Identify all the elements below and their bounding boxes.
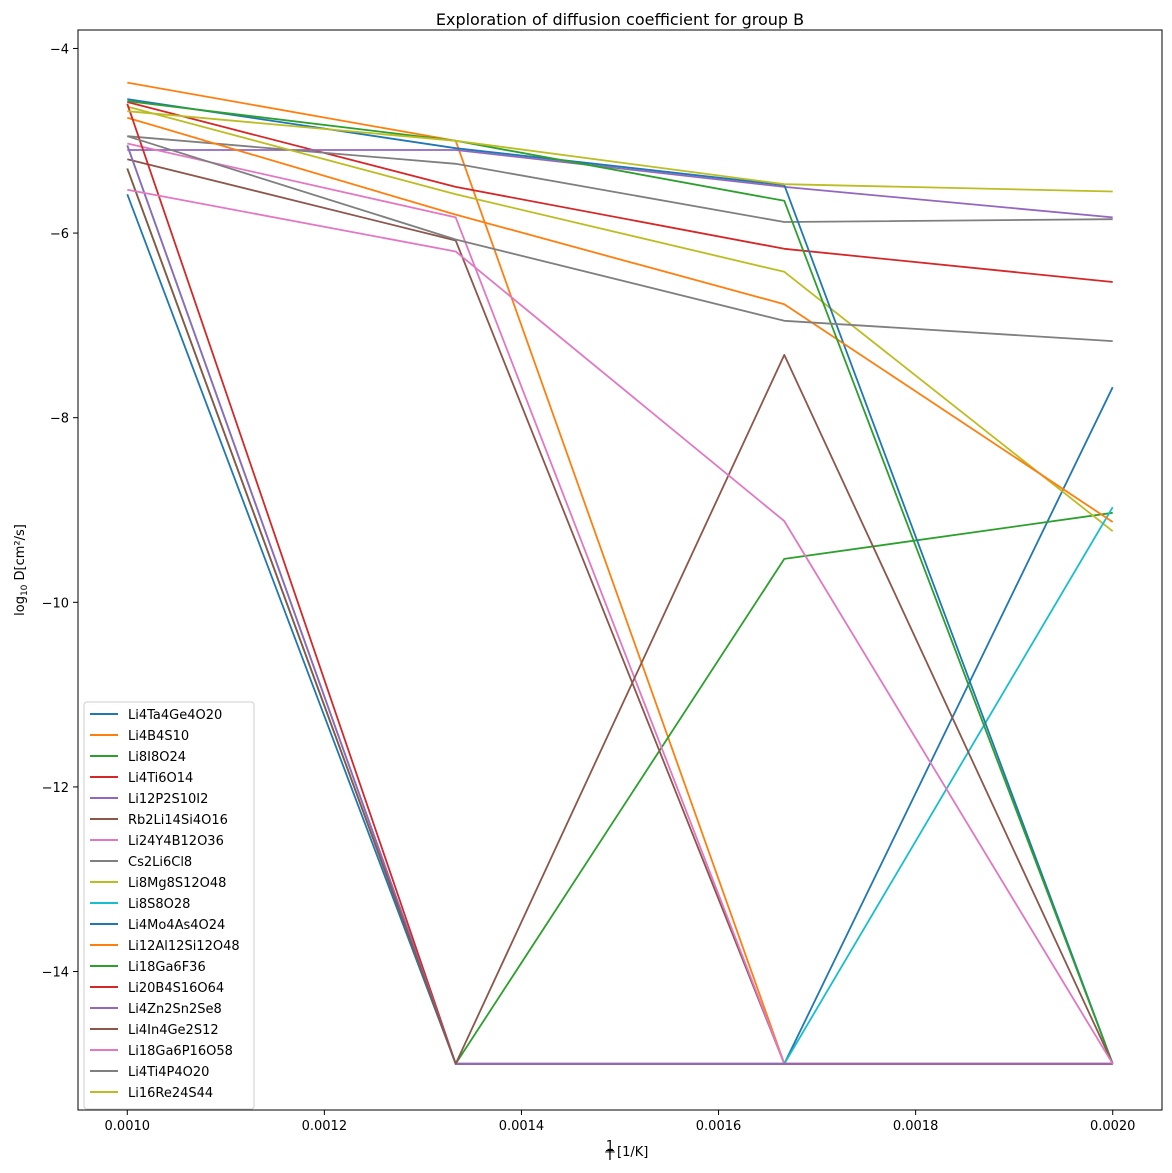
legend-label: Cs2Li6Cl8 [128, 855, 192, 870]
legend-label: Rb2Li14Si4O16 [128, 813, 228, 828]
series-line-Li18Ga6P16O58 [127, 188, 1114, 1065]
plot-lines [126, 81, 1114, 1065]
legend-label: Li4Mo4As4O24 [128, 918, 225, 933]
x-tick-label: 0.0018 [893, 1119, 939, 1134]
legend-label: Li4In4Ge2S12 [128, 1023, 219, 1038]
series-line-Li16Re24S44 [127, 110, 1113, 193]
legend-label: Li18Ga6P16O58 [128, 1044, 233, 1059]
legend-label: Li4Zn2Sn2Se8 [128, 1002, 222, 1017]
y-tick-label: −14 [42, 966, 69, 981]
legend-label: Li4Ta4Ge4O20 [128, 708, 222, 723]
x-tick-label: 0.0010 [105, 1119, 151, 1134]
y-tick-label: −8 [50, 412, 69, 427]
legend-label: Li8Mg8S12O48 [128, 876, 226, 891]
y-tick-label: −12 [42, 781, 69, 796]
legend-label: Li24Y4B12O36 [128, 834, 224, 849]
legend-label: Li4B4S10 [128, 729, 189, 744]
legend: Li4Ta4Ge4O20 Li4B4S10 Li8I8O24 Li4Ti6O14 Li1… [83, 701, 255, 1110]
x-axis-label-numerator: 1 [606, 1139, 614, 1154]
x-tick-label: 0.0014 [499, 1119, 545, 1134]
series-line-Li4In4Ge2S12 [126, 168, 1114, 1065]
legend-label: Li18Ga6F36 [128, 960, 206, 975]
legend-label: Li4Ti6O14 [128, 771, 193, 786]
legend-label: Li4Ti4P4O20 [128, 1065, 209, 1080]
y-tick-label: −10 [42, 596, 69, 611]
series-line-Li4Ti6O14 [127, 101, 1113, 283]
legend-label: Li20B4S16O64 [128, 981, 224, 996]
legend-label: Li16Re24S44 [128, 1086, 213, 1101]
series-line-Li4Zn2Sn2Se8 [126, 145, 1113, 1065]
series-line-Li12Al12Si12O48 [127, 116, 1114, 523]
legend-label: Li12P2S10I2 [128, 792, 208, 807]
x-axis-label: 1 T [1/K] [605, 1139, 648, 1164]
series-line-Li4Mo4As4O24 [127, 98, 1114, 1065]
legend-label: Li8S8O28 [128, 897, 190, 912]
x-tick-label: 0.0016 [696, 1119, 742, 1134]
y-axis-label: log10 D[cm²/s] [13, 524, 30, 616]
y-axis-label-text: log10 D[cm²/s] [13, 524, 30, 616]
x-tick-label: 0.0020 [1090, 1119, 1136, 1134]
legend-label: Li8I8O24 [128, 750, 186, 765]
chart-title: Exploration of diffusion coefficient for… [436, 10, 804, 29]
series-line-Li8Mg8S12O48 [127, 105, 1114, 532]
x-tick-label: 0.0012 [302, 1119, 348, 1134]
series-line-Li4Ti4P4O20 [127, 135, 1113, 342]
plot-frame [77, 29, 1163, 1111]
y-tick-label: −4 [50, 42, 69, 57]
x-axis-label-units: [1/K] [617, 1145, 648, 1160]
y-axis-ticks: −14 −12 −10 −8 −6 −4 [42, 42, 78, 981]
legend-box [83, 701, 255, 1110]
x-axis-label-denominator: T [605, 1149, 614, 1164]
x-axis-ticks: 0.0010 0.0012 0.0014 0.0016 0.0018 0.0020 [105, 1110, 1136, 1134]
series-line-Li18Ga6F36 [127, 100, 1114, 1065]
legend-label: Li12Al12Si12O48 [128, 939, 240, 954]
y-tick-label: −6 [50, 227, 69, 242]
